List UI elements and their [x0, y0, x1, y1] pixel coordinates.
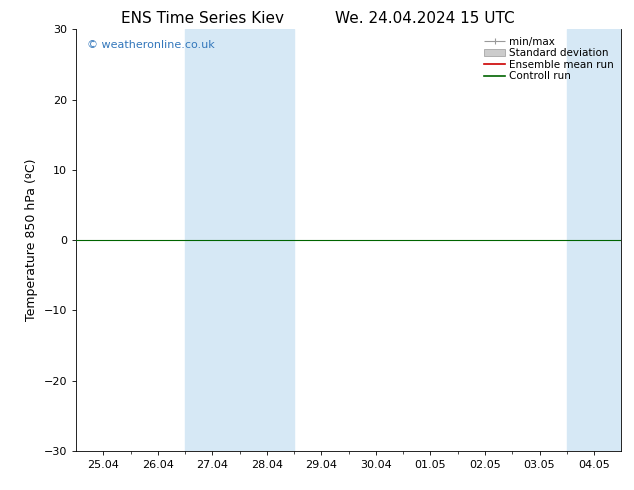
Y-axis label: Temperature 850 hPa (ºC): Temperature 850 hPa (ºC)	[25, 159, 38, 321]
Bar	[185, 29, 294, 451]
Bar	[567, 29, 634, 451]
Text: ENS Time Series Kiev: ENS Time Series Kiev	[121, 11, 285, 26]
Legend: min/max, Standard deviation, Ensemble mean run, Controll run: min/max, Standard deviation, Ensemble me…	[482, 35, 616, 83]
Text: We. 24.04.2024 15 UTC: We. 24.04.2024 15 UTC	[335, 11, 515, 26]
Text: © weatheronline.co.uk: © weatheronline.co.uk	[87, 40, 215, 50]
